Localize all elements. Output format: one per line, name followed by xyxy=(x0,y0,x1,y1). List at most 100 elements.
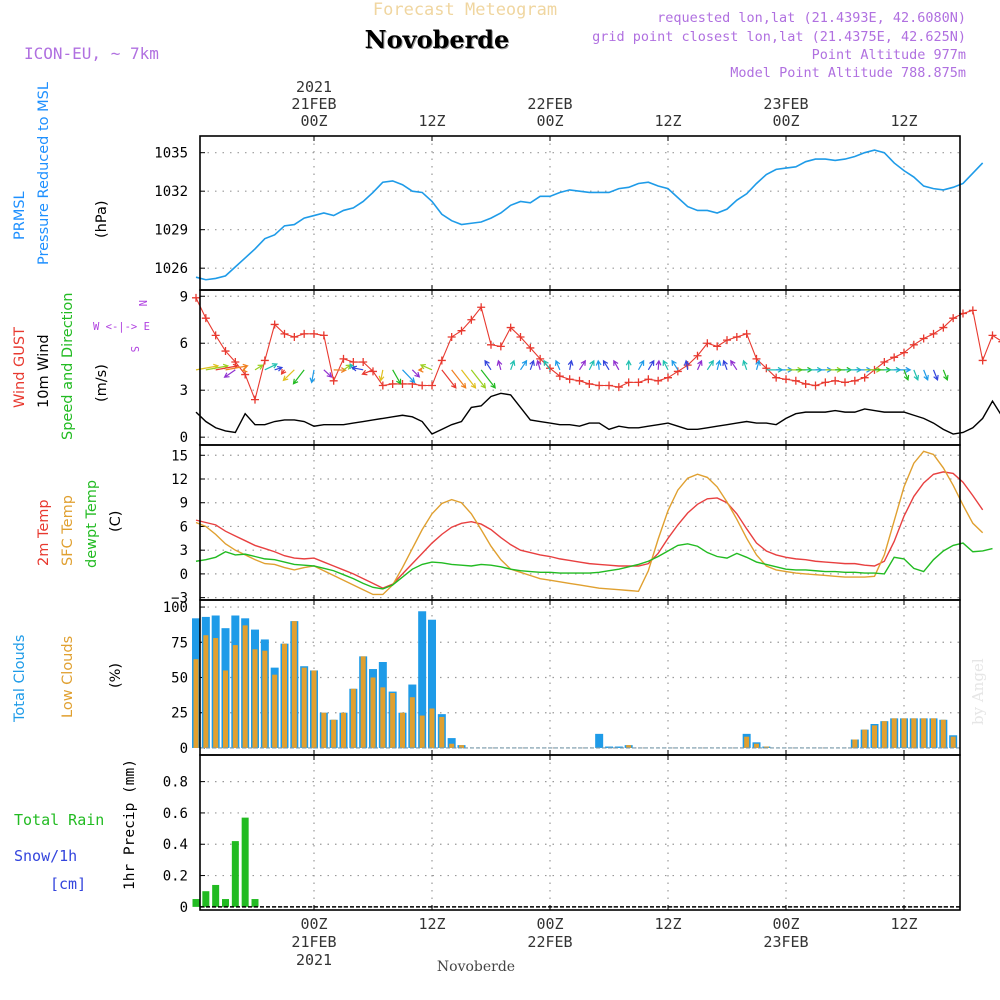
temp-ytick-label: 0 xyxy=(180,567,188,583)
low-cloud-bar xyxy=(409,697,415,748)
wind-label-2: 10m Wind xyxy=(36,334,52,408)
cloud-label-1: Total Clouds xyxy=(12,635,28,723)
gust-point xyxy=(988,331,997,340)
wind-arrow-icon xyxy=(411,369,421,378)
low-cloud-bar xyxy=(449,743,455,748)
temp-labels: 2m Temp SFC Temp dewpt Temp (C) xyxy=(36,480,124,568)
low-cloud-bar xyxy=(232,645,238,748)
precip-ytick-label: 0.8 xyxy=(163,775,188,791)
low-cloud-bar xyxy=(626,745,632,748)
wind-arrow-icon xyxy=(683,359,690,370)
temp-line-dewpt-temp xyxy=(195,542,993,590)
temp-ytick-label: −3 xyxy=(171,591,188,607)
top-date-1: 21FEB xyxy=(291,95,336,113)
gust-point xyxy=(644,375,653,384)
info-lines: requested lon,lat (21.4393E, 42.6080N) g… xyxy=(592,10,966,81)
low-cloud-bar xyxy=(370,677,376,748)
gust-point xyxy=(919,334,928,343)
gust-point xyxy=(319,331,328,340)
pressure-label-2: Pressure Reduced to MSL xyxy=(36,82,52,265)
wind-arrow-icon xyxy=(942,369,949,382)
watermark: by Angel xyxy=(969,658,987,725)
wind-arrow-icon xyxy=(595,359,602,370)
wind-arrow-icon xyxy=(470,369,487,389)
gust-point xyxy=(723,336,731,345)
top-date-3: 23FEB xyxy=(763,95,808,113)
temp-panel: −3 0 3 6 9 12 15 xyxy=(171,445,993,607)
gust-point xyxy=(467,315,476,324)
top-tick-1: 00Z xyxy=(300,112,327,130)
meteogram-title: Forecast Meteogram xyxy=(373,0,557,20)
gust-point xyxy=(565,375,574,384)
rain-bar xyxy=(222,899,229,907)
bottom-date-1: 21FEB xyxy=(291,933,336,951)
bottom-tick-5: 00Z xyxy=(772,915,799,933)
clouds-ytick-label: 75 xyxy=(171,635,188,651)
low-cloud-bar xyxy=(203,635,209,748)
gust-point xyxy=(900,348,908,357)
wind-ytick-label: 6 xyxy=(180,336,188,352)
wind-arrow-icon xyxy=(343,364,352,371)
low-cloud-bar xyxy=(380,687,386,748)
gust-point xyxy=(752,354,761,363)
wind-arrow-icon xyxy=(715,359,722,371)
wind-arrow-icon xyxy=(274,365,284,372)
wind-arrow-icon xyxy=(441,369,457,389)
wind-ytick-label: 9 xyxy=(180,289,188,305)
gust-point xyxy=(300,329,309,338)
wind-arrow-icon xyxy=(529,359,535,371)
gust-point xyxy=(329,376,338,385)
compass-we: W <-|-> E xyxy=(93,321,150,333)
low-cloud-bar xyxy=(311,670,317,748)
low-cloud-bar xyxy=(213,638,219,748)
wind-arrow-icon xyxy=(535,359,542,371)
wind-label-1: Wind GUST xyxy=(12,327,28,408)
wind-panel: 0 3 6 9 xyxy=(180,289,1000,446)
gust-point xyxy=(909,340,918,349)
pressure-ytick-label: 1029 xyxy=(154,223,188,239)
gust-point xyxy=(378,381,387,390)
wind-arrow-icon xyxy=(223,369,236,378)
pressure-label-1: PRMSL xyxy=(12,191,28,240)
gust-point xyxy=(211,331,220,340)
gust-point xyxy=(349,358,358,367)
temp-unit: (C) xyxy=(108,511,124,532)
gust-point xyxy=(496,342,505,351)
wind-arrow-icon xyxy=(742,359,748,371)
wind-arrow-icon xyxy=(923,369,929,382)
low-cloud-bar xyxy=(321,712,327,748)
wind-arrow-icon xyxy=(588,359,595,371)
gust-point xyxy=(821,378,830,387)
low-cloud-bar xyxy=(852,739,858,748)
wind-arrow-icon xyxy=(613,359,620,371)
wind-arrow-icon xyxy=(333,367,347,373)
gust-point xyxy=(487,340,495,349)
gust-point xyxy=(841,378,849,387)
low-cloud-bar xyxy=(911,718,917,748)
precip-label-1: Total Rain xyxy=(14,811,104,829)
wind-arrow-icon xyxy=(637,359,645,371)
total-cloud-bar xyxy=(614,746,623,748)
cloud-labels: Total Clouds Low Clouds (%) xyxy=(12,635,124,723)
low-cloud-bar xyxy=(400,712,405,748)
wind-arrow-icon xyxy=(903,369,910,382)
gust-point xyxy=(664,373,672,382)
total-cloud-bar xyxy=(595,733,604,748)
clouds-panel: 0 25 50 75 100 xyxy=(163,600,960,757)
low-cloud-bar xyxy=(350,688,356,748)
gust-point xyxy=(516,332,525,341)
gust-point xyxy=(791,376,800,385)
gust-point xyxy=(850,376,859,385)
temp-label-2: SFC Temp xyxy=(60,495,76,566)
gust-point xyxy=(290,332,299,341)
temp-line-sfc-temp xyxy=(195,450,984,596)
gust-point xyxy=(192,293,200,302)
low-cloud-bar xyxy=(242,625,248,748)
gust-point xyxy=(693,351,702,360)
cloud-unit: (%) xyxy=(108,663,124,688)
pressure-ytick-label: 1026 xyxy=(154,261,188,277)
gust-point xyxy=(339,354,348,363)
gust-point xyxy=(860,373,869,382)
low-cloud-bar xyxy=(862,729,868,748)
low-cloud-bar xyxy=(390,693,396,748)
